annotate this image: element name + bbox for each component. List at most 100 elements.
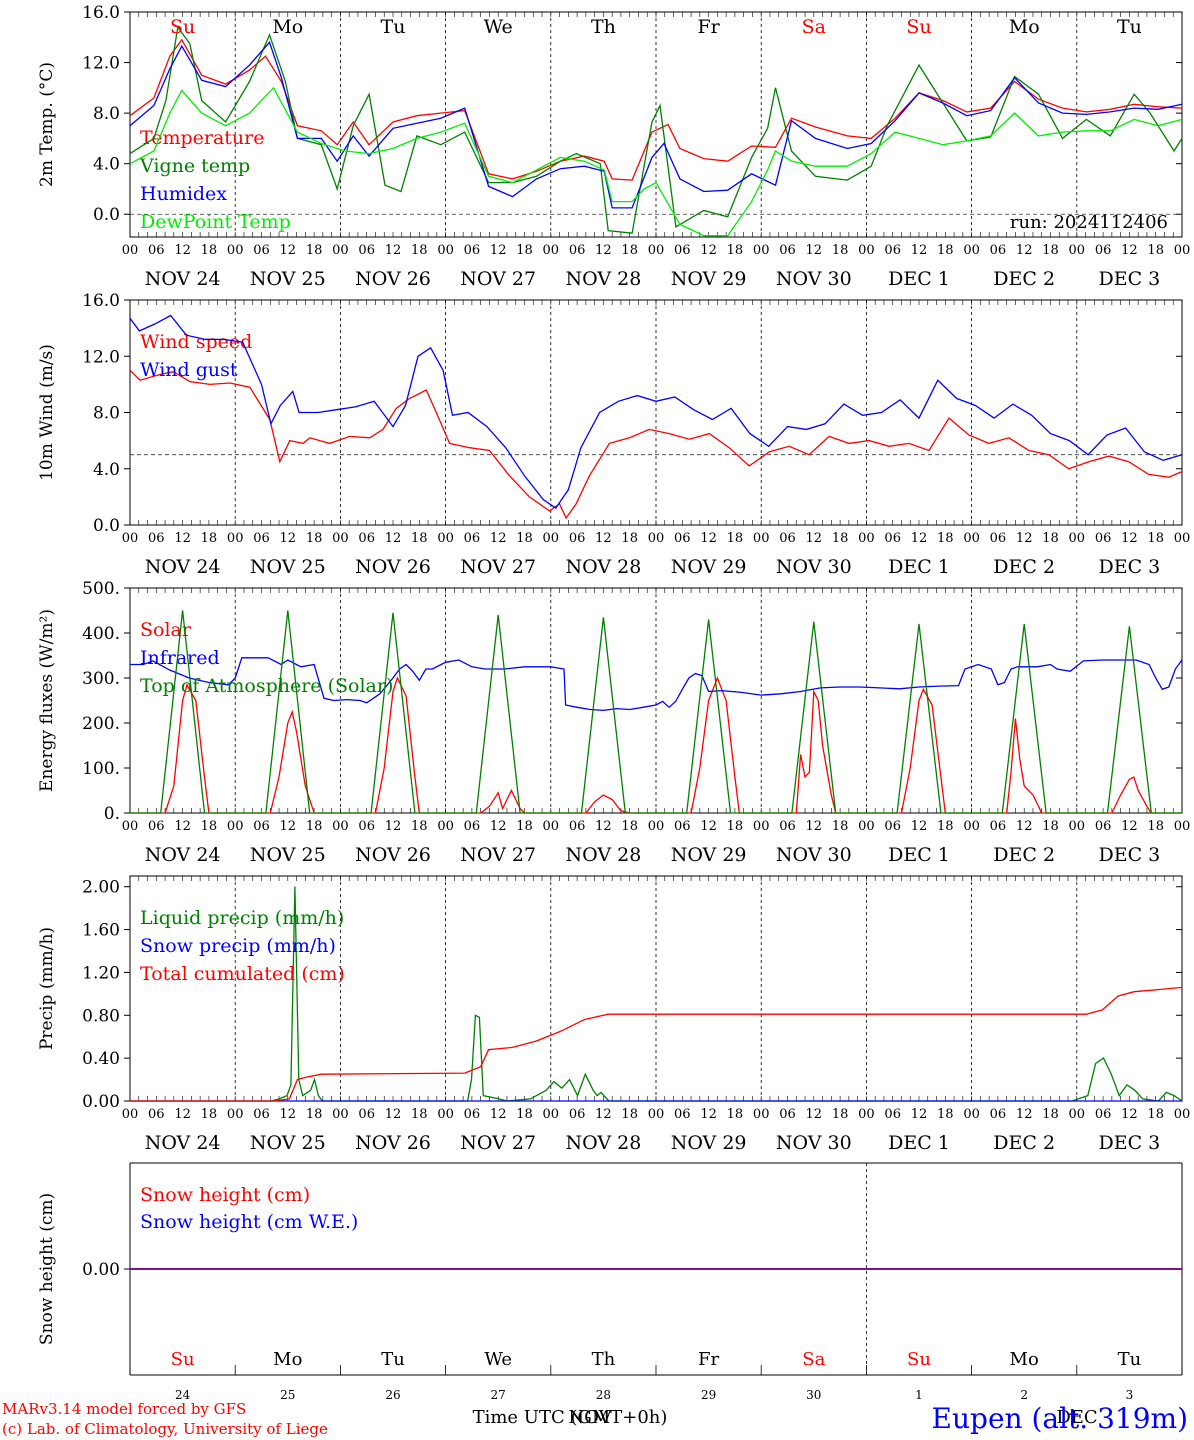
hour-tick-label: 00 — [332, 1107, 349, 1122]
legend-entry: Temperature — [140, 127, 264, 149]
legend-entry: Top of Atmosphere (Solar) — [140, 675, 393, 697]
date-label: DEC 3 — [1099, 1132, 1161, 1154]
hour-tick-label: 00 — [753, 1107, 770, 1122]
hour-tick-label: 06 — [464, 531, 481, 546]
hour-tick-label: 12 — [174, 819, 191, 834]
hour-tick-label: 00 — [332, 531, 349, 546]
panel-4: 2.00 1.60 1.20 0.80 0.40 0.00 Precip (mm/h) Liq… — [37, 875, 1190, 1154]
hour-tick-label: 00 — [753, 531, 770, 546]
hour-tick-label: 12 — [595, 1107, 612, 1122]
hour-tick-label: 00 — [648, 819, 665, 834]
date-label: NOV 24 — [145, 1132, 221, 1154]
date-label: NOV 25 — [250, 1132, 326, 1154]
date-label: NOV 25 — [250, 844, 326, 866]
hour-tick-label: 18 — [621, 1107, 638, 1122]
hour-tick-label: 12 — [1121, 819, 1138, 834]
day-abbr-label: Mo — [1009, 16, 1040, 38]
hour-tick-label: 12 — [490, 1107, 507, 1122]
day-number-label: 28 — [596, 1388, 611, 1402]
hour-tick-label: 18 — [727, 819, 744, 834]
hour-tick-label: 12 — [911, 1107, 928, 1122]
legend-entry: Snow precip (mm/h) — [140, 935, 336, 957]
date-label: NOV 26 — [355, 1132, 431, 1154]
hour-tick-label: 12 — [806, 819, 823, 834]
date-label: NOV 24 — [145, 844, 221, 866]
hour-tick-label: 06 — [674, 819, 691, 834]
hour-tick-label: 06 — [148, 819, 165, 834]
hour-tick-label: 18 — [832, 1107, 849, 1122]
hour-tick-label: 06 — [884, 243, 901, 258]
hour-tick-label: 00 — [648, 243, 665, 258]
hour-tick-label: 18 — [937, 819, 954, 834]
hour-tick-label: 18 — [411, 243, 428, 258]
hour-tick-label: 00 — [858, 531, 875, 546]
hour-tick-label: 18 — [621, 531, 638, 546]
date-label: NOV 30 — [776, 556, 852, 578]
hour-tick-label: 00 — [858, 819, 875, 834]
hour-tick-label: 18 — [832, 243, 849, 258]
plot-frame — [129, 299, 1183, 526]
day-abbr-label: Fr — [697, 16, 720, 38]
hour-tick-label: 06 — [253, 531, 270, 546]
date-label: NOV 30 — [776, 268, 852, 290]
hour-tick-label: 06 — [884, 531, 901, 546]
date-label: DEC 2 — [993, 556, 1055, 578]
date-label: NOV 25 — [250, 268, 326, 290]
hour-tick-label: 18 — [306, 243, 323, 258]
date-label: NOV 29 — [671, 268, 747, 290]
hour-tick-label: 06 — [358, 243, 375, 258]
hour-tick-label: 12 — [700, 531, 717, 546]
hour-tick-label: 18 — [516, 243, 533, 258]
hour-tick-label: 18 — [1042, 1107, 1059, 1122]
hour-tick-label: 18 — [1147, 1107, 1164, 1122]
hour-tick-label: 18 — [727, 243, 744, 258]
y-tick-label: 0.0 — [93, 516, 120, 536]
x-axis-title: Time UTC (GMT+0h) — [473, 1407, 668, 1428]
hour-tick-label: 12 — [1121, 531, 1138, 546]
hour-tick-label: 00 — [437, 243, 454, 258]
day-abbr-label: Sa — [802, 16, 826, 38]
hour-tick-label: 00 — [122, 531, 139, 546]
y-axis-label: Snow height (cm) — [37, 1193, 57, 1345]
hour-tick-label: 06 — [148, 531, 165, 546]
hour-tick-label: 06 — [569, 243, 586, 258]
legend-entry: Infrared — [140, 647, 220, 669]
model-credit: MARv3.14 model forced by GFS — [2, 1400, 246, 1418]
hour-tick-label: 06 — [990, 1107, 1007, 1122]
date-label: NOV 24 — [145, 268, 221, 290]
hour-tick-label: 12 — [280, 819, 297, 834]
date-label: NOV 30 — [776, 1132, 852, 1154]
hour-tick-label: 00 — [122, 243, 139, 258]
day-abbr-label: Fr — [698, 1349, 719, 1370]
y-axis-label: 2m Temp. (°C) — [37, 62, 57, 187]
date-label: NOV 29 — [671, 1132, 747, 1154]
hour-tick-label: 06 — [464, 819, 481, 834]
hour-tick-label: 00 — [543, 243, 560, 258]
date-label: NOV 24 — [145, 556, 221, 578]
hour-tick-label: 12 — [385, 243, 402, 258]
hour-tick-label: 18 — [411, 1107, 428, 1122]
hour-tick-label: 00 — [753, 819, 770, 834]
date-label: NOV 29 — [671, 556, 747, 578]
y-tick-label: 1.60 — [82, 921, 120, 941]
panel-2: 16.0 12.0 8.0 4.0 0.0 10m Wind (m/s) Wind spee… — [37, 291, 1190, 578]
legend-entry: Wind gust — [140, 359, 238, 381]
legend-entry: Total cumulated (cm) — [140, 963, 345, 985]
panel-5: 0.00 Snow height (cm) Snow height (cm) Snow… — [37, 1162, 1183, 1402]
hour-tick-label: 18 — [411, 819, 428, 834]
lab-credit: (c) Lab. of Climatology, University of L… — [2, 1420, 328, 1438]
date-label: NOV 28 — [565, 268, 641, 290]
run-annotation: run: 2024112406 — [1010, 212, 1168, 233]
hour-tick-label: 00 — [1069, 819, 1086, 834]
hour-tick-label: 12 — [174, 531, 191, 546]
hour-tick-label: 18 — [201, 1107, 218, 1122]
hour-tick-label: 00 — [963, 819, 980, 834]
series-line-total-cumulated-cm- — [130, 986, 1183, 1102]
hour-tick-label: 06 — [779, 819, 796, 834]
y-tick-label: 4.0 — [93, 460, 120, 480]
series-line-wind-speed — [129, 369, 1183, 520]
hour-tick-label: 00 — [543, 1107, 560, 1122]
series-line-vigne-temp — [129, 25, 1183, 234]
y-tick-label: 16.0 — [82, 3, 120, 23]
series-line-infrared — [130, 657, 1183, 712]
